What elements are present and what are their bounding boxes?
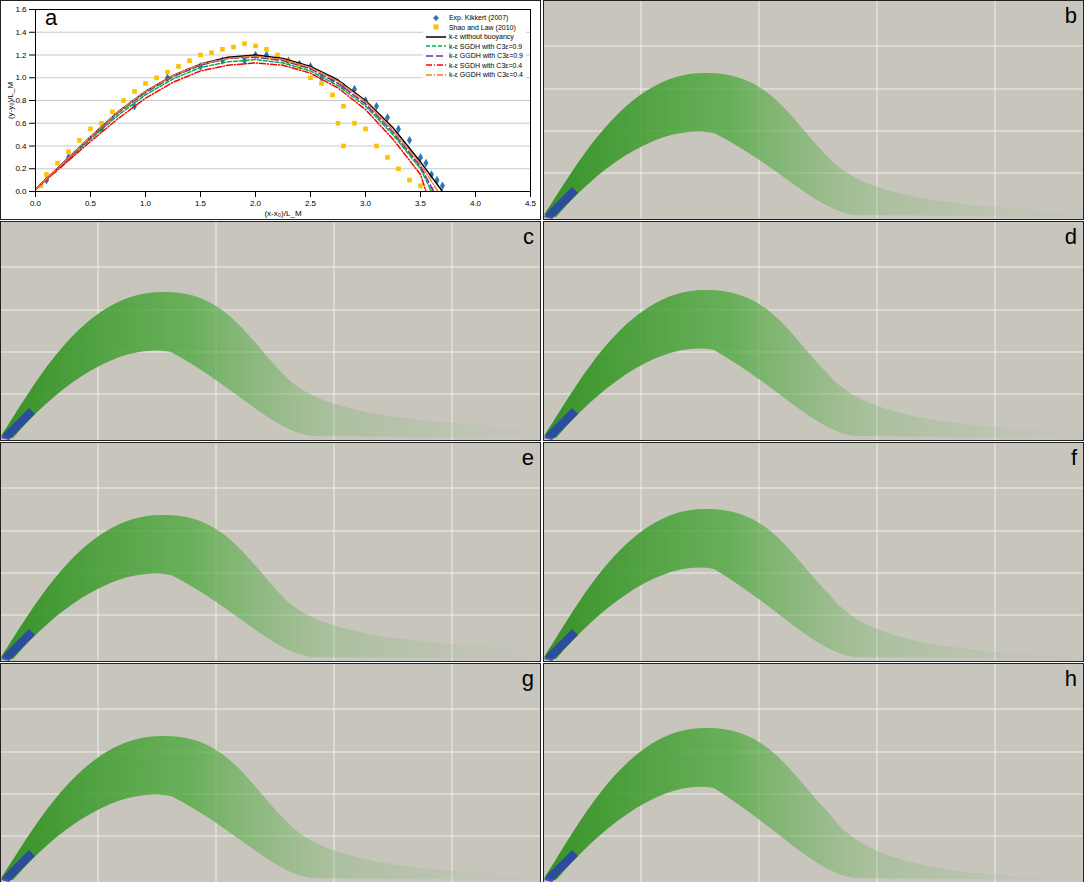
html-text:f: f	[1070, 445, 1077, 470]
html-text:c: c	[523, 224, 534, 249]
svg-text:4.0: 4.0	[470, 199, 482, 208]
svg-text:0.8: 0.8	[15, 96, 27, 105]
svg-text:2.5: 2.5	[305, 199, 317, 208]
html-text:k-ε SGDH with C3ε=0.4: k-ε SGDH with C3ε=0.4	[448, 61, 523, 69]
svg-text:(x-x₀)/L_M: (x-x₀)/L_M	[264, 209, 301, 218]
svg-text:3.0: 3.0	[360, 199, 372, 208]
svg-text:1.5: 1.5	[195, 199, 207, 208]
svg-text:1.0: 1.0	[15, 73, 27, 82]
svg-text:2.0: 2.0	[250, 199, 262, 208]
svg-text:0.2: 0.2	[15, 164, 27, 173]
html-text:k-ε GGDH with C3ε=0.9: k-ε GGDH with C3ε=0.9	[448, 52, 523, 59]
svg-text:0.5: 0.5	[85, 199, 97, 208]
svg-text:0.6: 0.6	[15, 119, 27, 128]
svg-text:1.4: 1.4	[15, 28, 27, 37]
html-text:h: h	[1064, 666, 1077, 691]
html-text:k-ε SGDH with C3ε=0.9: k-ε SGDH with C3ε=0.9	[448, 42, 523, 50]
html-text:e: e	[521, 445, 534, 470]
svg-text:4.5: 4.5	[525, 199, 537, 208]
html-text:a: a	[45, 5, 58, 30]
svg-text:3.5: 3.5	[415, 199, 427, 208]
html-text:b: b	[1064, 3, 1077, 28]
svg-text:0.4: 0.4	[15, 142, 27, 151]
html-text:g: g	[521, 666, 534, 691]
svg-text:0.0: 0.0	[15, 187, 27, 196]
html-text:Shao and Law (2010): Shao and Law (2010)	[448, 23, 516, 31]
svg-text:1.0: 1.0	[140, 199, 152, 208]
html-text:k-ε without buoyancy: k-ε without buoyancy	[448, 33, 514, 40]
svg-text:1.2: 1.2	[15, 51, 27, 60]
html-text:Exp. Kikkert (2007): Exp. Kikkert (2007)	[448, 14, 509, 21]
html-text:k-ε GGDH with C3ε=0.4: k-ε GGDH with C3ε=0.4	[448, 71, 523, 78]
svg-text:(y-y₀)/L_M: (y-y₀)/L_M	[6, 82, 15, 119]
svg-text:1.6: 1.6	[15, 5, 27, 14]
html-text:d: d	[1064, 224, 1077, 249]
svg-text:0.0: 0.0	[30, 199, 42, 208]
